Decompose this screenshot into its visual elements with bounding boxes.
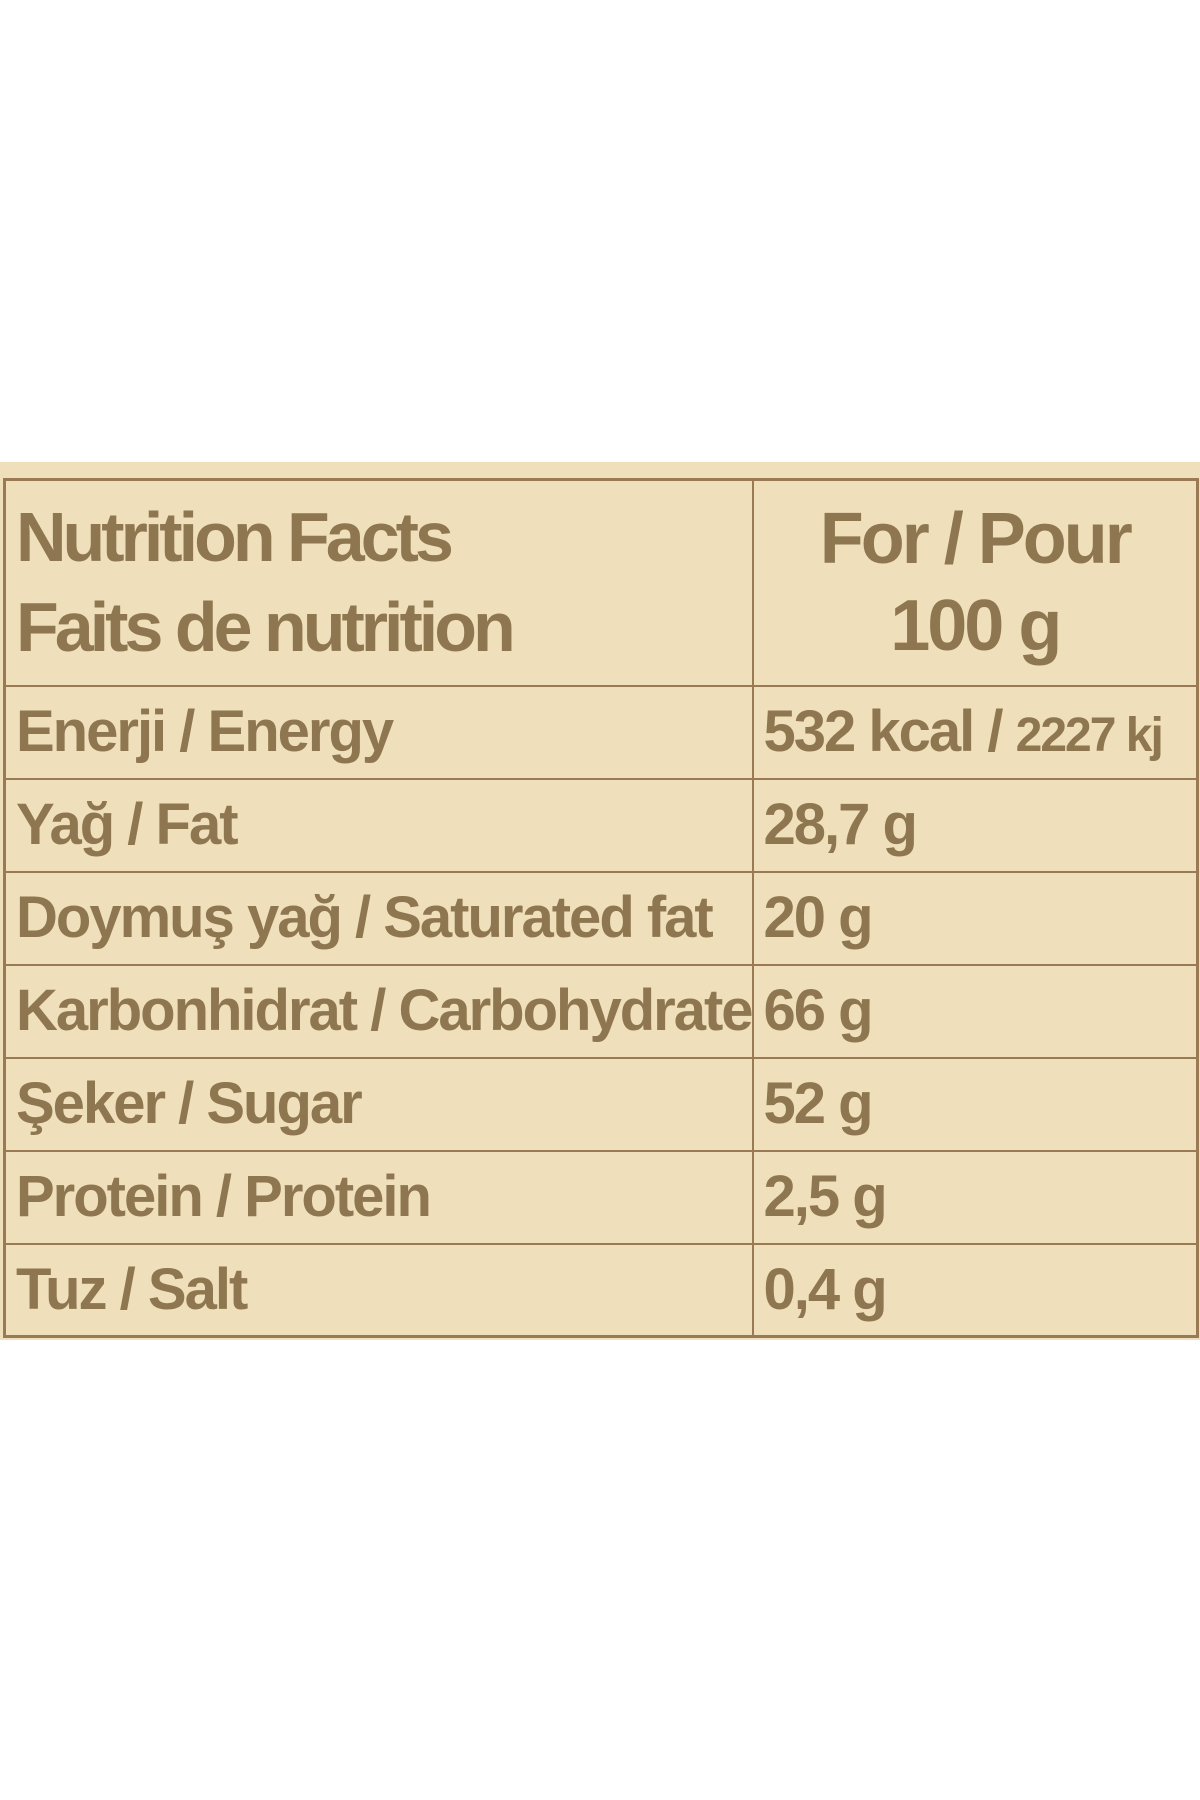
nutrient-value: 66 g — [751, 963, 1199, 1059]
table-header-row: Nutrition Facts Faits de nutrition For /… — [3, 478, 1199, 687]
table-row-energy: Enerji / Energy 532 kcal / 2227 kj — [3, 684, 1199, 780]
serving-per-label: For / Pour — [819, 499, 1133, 580]
nutrition-facts-table: Nutrition Facts Faits de nutrition For /… — [3, 478, 1199, 1338]
nutrient-name: Enerji / Energy — [3, 684, 754, 780]
nutrient-value: 28,7 g — [751, 777, 1199, 873]
table-row-carbohydrate: Karbonhidrat / Carbohydrate 66 g — [3, 963, 1199, 1059]
nutrient-name: Karbonhidrat / Carbohydrate — [3, 963, 754, 1059]
table-row-fat: Yağ / Fat 28,7 g — [3, 777, 1199, 873]
title-english: Nutrition Facts — [16, 498, 454, 577]
nutrient-value: 2,5 g — [751, 1149, 1199, 1245]
nutrient-value: 20 g — [751, 870, 1199, 966]
table-row-sugar: Şeker / Sugar 52 g — [3, 1056, 1199, 1152]
nutrient-name: Doymuş yağ / Saturated fat — [3, 870, 754, 966]
table-row-salt: Tuz / Salt 0,4 g — [3, 1242, 1199, 1338]
table-row-protein: Protein / Protein 2,5 g — [3, 1149, 1199, 1245]
energy-kcal: 532 kcal / — [763, 699, 1016, 764]
nutrient-name: Tuz / Salt — [3, 1242, 754, 1338]
nutrition-label-panel: Nutrition Facts Faits de nutrition For /… — [0, 462, 1200, 1340]
table-title-cell: Nutrition Facts Faits de nutrition — [3, 478, 754, 687]
nutrient-name: Protein / Protein — [3, 1149, 754, 1245]
nutrient-value: 0,4 g — [751, 1242, 1199, 1338]
serving-size-cell: For / Pour 100 g — [751, 478, 1199, 687]
nutrient-name: Yağ / Fat — [3, 777, 754, 873]
title-french: Faits de nutrition — [16, 587, 516, 666]
table-row-saturated-fat: Doymuş yağ / Saturated fat 20 g — [3, 870, 1199, 966]
nutrient-value: 532 kcal / 2227 kj — [751, 684, 1199, 780]
energy-kj: 2227 kj — [1015, 709, 1164, 762]
serving-amount: 100 g — [890, 585, 1062, 666]
nutrient-name: Şeker / Sugar — [3, 1056, 754, 1152]
nutrient-value: 52 g — [751, 1056, 1199, 1152]
